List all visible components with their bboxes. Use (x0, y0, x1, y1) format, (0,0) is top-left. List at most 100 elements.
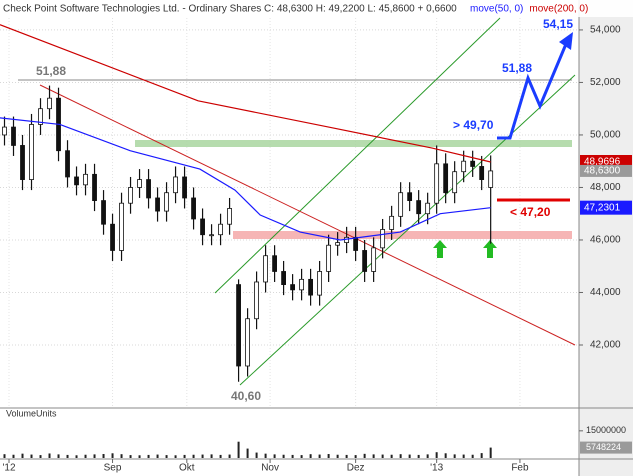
x-tick-label: '13 (430, 463, 443, 474)
annotation: 51,88 (502, 61, 532, 75)
moving-average-line (0, 24, 491, 163)
annotation: 51,88 (36, 64, 66, 78)
volume-bar (39, 455, 42, 458)
volume-bar (417, 454, 420, 458)
volume-bar (174, 455, 177, 458)
candle-body (218, 223, 223, 236)
volume-box-label: 5748224 (586, 442, 621, 452)
volume-bar (75, 455, 78, 458)
candle-body (200, 218, 205, 236)
volume-bar (66, 454, 69, 458)
annotation: < 47,20 (510, 205, 551, 219)
candle-body (290, 284, 296, 291)
volume-bar (12, 454, 15, 458)
candle-body (479, 166, 485, 180)
volume-bar (390, 454, 393, 458)
volume-bar (21, 453, 24, 458)
target-arrow (497, 43, 568, 140)
volume-bar (255, 452, 258, 458)
value-box (580, 200, 632, 215)
volume-bar (372, 454, 375, 458)
candle-body (128, 187, 133, 204)
volume-bar (471, 454, 474, 458)
candle-body (92, 173, 97, 201)
volume-bar (210, 454, 213, 458)
volume-bar (408, 454, 411, 458)
candle-body (263, 255, 268, 283)
candle-body (155, 197, 160, 212)
candle-body (29, 124, 34, 180)
volume-bar (93, 454, 96, 458)
x-tick-label: Dez (347, 463, 365, 474)
y-tick-label: 48,000 (590, 182, 621, 193)
candle-body (245, 318, 250, 367)
volume-bar (444, 453, 447, 458)
candle-body (101, 200, 106, 225)
volume-bar (57, 454, 60, 458)
volume-bar (246, 448, 249, 458)
volume-bar (309, 454, 312, 458)
volume-bar (165, 455, 168, 458)
up-arrow (483, 240, 497, 258)
candle-body (74, 176, 79, 186)
volume-bar (363, 453, 366, 458)
candle-body (371, 247, 377, 272)
volume-bar (156, 454, 159, 458)
candle-body (308, 278, 314, 296)
candle-body (227, 208, 232, 225)
candle-body (362, 250, 368, 272)
volume-bar (354, 455, 357, 458)
volume-bar (381, 454, 384, 458)
volume-bar (264, 453, 267, 458)
candle-body (38, 108, 43, 125)
volume-bar (273, 454, 276, 458)
volume-bar (183, 454, 186, 458)
volume-bar (3, 454, 6, 458)
y-tick-label: 46,000 (590, 235, 621, 246)
x-tick-label: Feb (511, 463, 529, 474)
volume-bar (291, 454, 294, 458)
volume-bar (318, 454, 321, 458)
volume-bar (228, 454, 231, 458)
volume-bar (300, 455, 303, 458)
y-tick-label: 42,000 (590, 340, 621, 351)
volume-bar (138, 455, 141, 458)
candle-body (20, 145, 25, 180)
candle-body (434, 163, 440, 204)
candle-body (146, 179, 151, 199)
x-tick-label: '12 (2, 463, 15, 474)
candle-body (173, 176, 178, 194)
annotation: 40,60 (231, 389, 261, 403)
volume-bar (30, 454, 33, 458)
volume-bar (480, 453, 483, 458)
annotation: > 49,70 (453, 118, 494, 132)
y-tick-label: 54,000 (590, 25, 621, 36)
candle-body (83, 173, 88, 186)
candle-body (461, 160, 467, 173)
volume-bar (102, 454, 105, 458)
volume-bar (48, 453, 51, 458)
candle-body (398, 192, 404, 217)
volume-bar (345, 454, 348, 458)
header-bg (0, 0, 633, 17)
candle-body (65, 150, 70, 178)
volume-bar (282, 454, 285, 458)
y-tick-label: 44,000 (590, 287, 621, 298)
axis-panel (579, 0, 633, 476)
volume-bar (201, 454, 204, 458)
channel-lower (239, 74, 576, 386)
candle-body (272, 255, 277, 272)
value-box-label: 47,2301 (584, 202, 621, 213)
x-tick-label: Okt (179, 463, 195, 474)
candle-body (326, 244, 332, 272)
volume-box (580, 441, 632, 454)
volume-bar (435, 452, 438, 458)
candle-body (443, 163, 449, 194)
trend-line (39, 84, 576, 346)
candle-body (335, 242, 341, 246)
candle-body (380, 229, 386, 249)
y-tick-label: 50,000 (590, 130, 621, 141)
volume-title: VolumeUnits (6, 408, 57, 418)
close-box (580, 164, 632, 177)
